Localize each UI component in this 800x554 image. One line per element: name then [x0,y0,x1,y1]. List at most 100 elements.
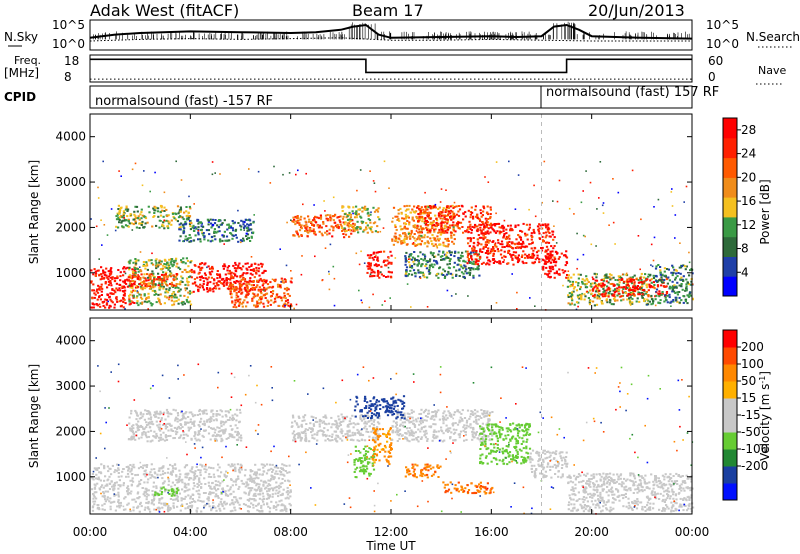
data-cell [489,231,492,234]
data-cell [128,222,131,225]
data-cell [423,242,426,245]
data-cell [157,509,161,512]
data-cell [265,463,269,466]
data-cell [685,285,688,288]
colorbar-segment [723,256,737,277]
data-cell [583,279,586,282]
data-cell [248,499,251,502]
data-cell [237,501,240,504]
data-cell [184,223,187,226]
data-cell [137,215,140,218]
data-cell-sparse [517,174,520,176]
data-cell [169,463,172,466]
data-cell [313,232,316,235]
data-cell [213,278,216,281]
data-cell [212,287,216,290]
data-cell [491,228,494,231]
data-cell [394,235,398,238]
data-cell [167,220,170,223]
data-cell [261,284,264,287]
data-cell [105,267,108,270]
data-cell [632,290,635,293]
data-cell [232,285,235,288]
data-cell-sparse [541,201,543,204]
data-cell [190,271,194,274]
data-cell [296,219,299,222]
data-cell [350,232,353,235]
data-cell [234,282,237,284]
noise-left-tick-bottom: 10^0 [52,37,85,51]
data-cell [344,213,347,216]
data-cell [98,295,101,298]
data-cell [498,260,501,263]
data-cell [243,474,247,477]
data-cell [110,284,113,287]
data-cell [169,472,172,475]
data-cell [518,258,521,261]
data-cell [253,481,256,484]
data-cell [210,476,213,478]
data-cell [408,221,411,224]
data-cell [115,287,118,290]
data-cell [184,287,187,290]
data-cell [181,281,184,283]
data-cell [528,253,531,256]
data-cell [139,213,142,216]
data-cell [147,494,150,497]
data-cell [385,276,388,278]
data-cell [123,497,126,500]
data-cell [481,214,484,217]
data-cell [254,295,257,298]
data-cell [211,481,214,484]
data-cell [372,222,375,225]
data-cell [159,293,162,296]
data-cell [484,246,487,248]
data-cell [680,266,683,269]
data-cell [394,224,397,227]
data-cell [417,231,420,234]
data-cell [188,290,192,293]
data-cell [155,301,158,304]
data-cell [142,265,145,267]
data-cell [230,296,233,299]
data-cell [433,238,436,241]
data-cell [414,275,417,278]
data-cell [255,471,258,474]
data-cell [255,266,258,269]
data-cell [626,280,630,283]
data-cell [175,277,178,280]
data-cell [164,472,167,475]
data-cell [557,257,560,260]
data-cell [168,287,171,290]
data-cell [230,284,233,287]
data-cell [242,282,245,285]
data-cell [192,500,196,503]
data-cell [471,211,474,214]
data-cell [139,287,143,290]
data-cell [361,206,364,209]
data-cell [516,246,519,249]
data-cell [449,258,452,261]
data-cell [115,282,118,285]
data-cell [376,251,380,254]
data-cell [607,281,610,284]
data-cell [270,291,273,293]
data-cell [271,286,274,289]
data-cell [113,280,116,283]
data-cell [229,277,233,280]
data-cell [290,277,293,280]
data-cell [384,259,387,262]
data-cell [170,473,173,476]
data-cell-sparse [514,208,517,210]
data-cell [541,235,544,238]
data-cell [598,297,601,300]
data-cell [475,268,478,271]
data-cell [202,280,205,283]
data-cell [161,209,164,212]
data-cell [266,490,269,493]
data-cell [514,243,517,246]
data-cell [688,291,692,294]
data-cell [547,223,550,226]
data-cell [238,485,241,488]
data-cell-sparse [295,173,297,176]
